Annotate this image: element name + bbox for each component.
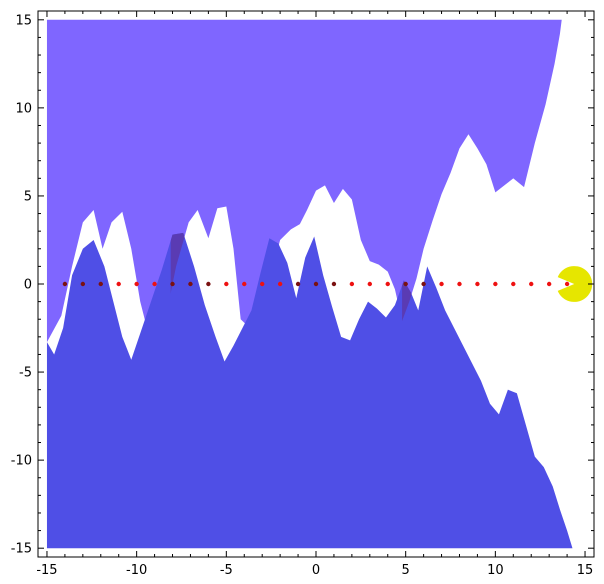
dot	[80, 281, 86, 287]
dot	[224, 281, 229, 287]
pacman-shape	[557, 266, 593, 302]
y-tick-label: 5	[24, 189, 32, 204]
x-tick-label: -5	[220, 563, 233, 578]
lower-region	[46, 232, 573, 549]
y-tick-label: -15	[11, 542, 32, 557]
dot	[349, 281, 355, 287]
dot	[259, 281, 265, 287]
dot	[439, 281, 444, 287]
dot	[493, 281, 498, 287]
dot	[331, 281, 337, 287]
dot	[313, 281, 319, 287]
dot	[564, 281, 570, 287]
overlap-bands	[46, 232, 440, 343]
y-tick-label: 0	[24, 278, 32, 293]
dot	[116, 281, 121, 287]
dot	[403, 281, 408, 287]
dot	[188, 281, 193, 287]
x-tick-label: -15	[36, 563, 57, 578]
y-tick-label: -5	[19, 366, 32, 381]
dot	[62, 281, 68, 287]
dot	[277, 281, 283, 287]
pacman-marker	[557, 266, 593, 302]
dot	[206, 281, 211, 287]
x-tick-label: -10	[126, 563, 147, 578]
dot	[242, 281, 247, 287]
x-tick-label: 15	[577, 563, 594, 578]
x-tick-label: 0	[312, 563, 320, 578]
y-tick-label: 15	[15, 13, 32, 28]
y-tick-label: 10	[15, 101, 32, 116]
dot	[511, 281, 516, 287]
dot	[98, 281, 103, 287]
dot	[385, 281, 390, 287]
dot	[295, 281, 301, 287]
dot	[475, 281, 480, 287]
dot	[367, 281, 373, 287]
axis-ticks: -15 -10 -5 0 5 10 15 -15 -10 -5 0 5 10 15	[11, 11, 594, 578]
plot-fills	[46, 19, 573, 549]
dot	[457, 281, 462, 287]
dot	[529, 281, 534, 287]
dot-series	[62, 281, 570, 287]
x-tick-label: 10	[487, 563, 504, 578]
overlap-band-1	[170, 232, 216, 343]
dot	[170, 281, 175, 287]
y-tick-label: -10	[11, 454, 32, 469]
x-tick-label: 5	[402, 563, 410, 578]
dot	[134, 281, 139, 287]
dot	[421, 281, 426, 287]
dot	[546, 281, 552, 287]
dot	[152, 281, 157, 287]
